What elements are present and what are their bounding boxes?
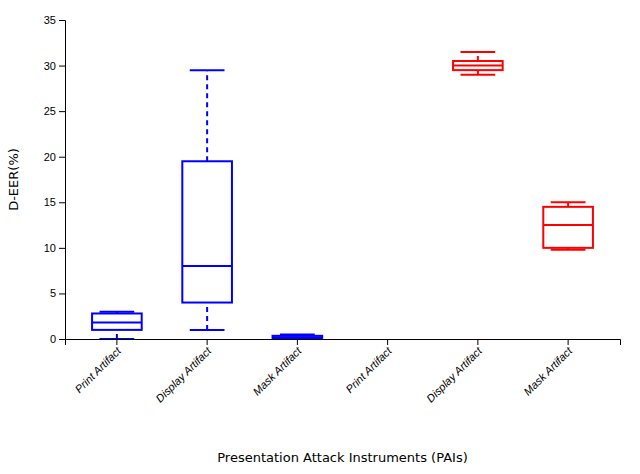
y-tick-label: 35 [44, 14, 56, 26]
box-group [182, 70, 232, 330]
y-tick-label: 20 [44, 151, 56, 163]
box [92, 313, 142, 329]
y-tick-mark [59, 20, 65, 21]
y-tick: 15 [44, 196, 65, 208]
x-tick-mark [297, 339, 298, 345]
y-tick-mark [59, 111, 65, 112]
upper-cap [460, 51, 495, 53]
lower-cap [551, 249, 586, 251]
y-tick-label: 25 [44, 105, 56, 117]
x-tick: Print Artifact [343, 339, 394, 395]
y-tick-label: 0 [50, 333, 56, 345]
lower-cap [460, 74, 495, 76]
upper-cap [551, 201, 586, 203]
upper-whisker [206, 70, 208, 161]
y-tick-label: 10 [44, 242, 56, 254]
y-axis: 0 5 10 15 20 25 30 35 [44, 14, 66, 345]
upper-whisker [477, 52, 479, 61]
y-axis-title: D-EER(%) [6, 148, 21, 211]
y-tick-label: 30 [44, 60, 56, 72]
x-axis-line [66, 340, 621, 346]
median [543, 224, 593, 226]
x-tick-mark [568, 339, 569, 345]
x-tick: Mask Artifact [521, 339, 575, 398]
x-tick-mark [207, 339, 208, 345]
y-tick: 0 [50, 333, 65, 345]
box [182, 161, 232, 302]
y-tick: 5 [50, 287, 65, 299]
y-tick-mark [59, 202, 65, 203]
x-tick-label: Mask Artifact [250, 344, 304, 398]
x-tick-label: Display Artifact [424, 344, 485, 405]
y-tick-mark [59, 157, 65, 158]
box [453, 61, 503, 70]
y-tick-mark [59, 248, 65, 249]
x-tick: Display Artifact [424, 339, 485, 405]
y-tick: 35 [44, 14, 65, 26]
lower-cap [190, 329, 225, 331]
x-tick: Mask Artifact [250, 339, 304, 398]
box [273, 336, 323, 339]
x-tick-label: Display Artifact [153, 344, 214, 405]
y-tick-label: 5 [50, 287, 56, 299]
y-tick-label: 15 [44, 196, 56, 208]
median [273, 336, 323, 338]
chart: 0 5 10 15 20 25 30 35 Print Artifact Display Arti… [0, 0, 640, 474]
upper-cap [100, 311, 135, 313]
x-axis: Print Artifact Display Artifact Mask Artif… [66, 339, 621, 405]
box-group [273, 334, 323, 339]
median [92, 322, 142, 324]
box-group [453, 52, 503, 75]
x-tick-label: Print Artifact [73, 344, 124, 395]
x-tick: Print Artifact [73, 339, 124, 395]
lower-cap [100, 338, 135, 339]
lower-whisker [206, 303, 208, 330]
y-tick: 20 [44, 151, 65, 163]
upper-cap [190, 69, 225, 71]
plot-area: 0 5 10 15 20 25 30 35 Print Artifact Display Arti… [44, 14, 621, 405]
median [182, 265, 232, 267]
x-tick-mark [116, 339, 117, 345]
box [543, 207, 593, 248]
x-tick: Display Artifact [153, 339, 214, 405]
box-group [92, 312, 142, 339]
box-group [543, 202, 593, 249]
x-axis-title: Presentation Attack Instruments (PAIs) [217, 450, 468, 465]
y-tick-mark [59, 293, 65, 294]
median [453, 65, 503, 67]
y-tick: 25 [44, 105, 65, 117]
x-tick-label: Mask Artifact [521, 344, 575, 398]
y-tick-mark [59, 66, 65, 67]
y-tick-mark [59, 339, 65, 340]
y-tick: 30 [44, 60, 65, 72]
boxes [92, 52, 593, 339]
x-tick-label: Print Artifact [343, 344, 394, 395]
y-axis-line [59, 21, 66, 340]
lower-whisker [116, 330, 118, 339]
y-tick: 10 [44, 242, 65, 254]
x-tick-mark [387, 339, 388, 345]
x-tick-mark [477, 339, 478, 345]
